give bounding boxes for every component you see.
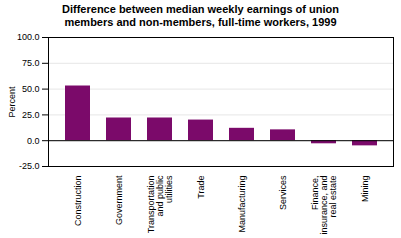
svg-text:25.0: 25.0 <box>22 110 40 120</box>
svg-text:Construction: Construction <box>73 176 83 227</box>
html-text:Difference between median week: Difference between median weekly earning… <box>62 3 339 28</box>
svg-text:Manufacturing: Manufacturing <box>237 176 247 233</box>
svg-text:100.0: 100.0 <box>17 32 40 42</box>
svg-text:50.0: 50.0 <box>22 84 40 94</box>
svg-text:Services: Services <box>278 175 288 210</box>
svg-text:Finance,insurance, andreal est: Finance,insurance, andreal estate <box>310 176 338 235</box>
svg-text:Government: Government <box>114 175 124 225</box>
svg-text:75.0: 75.0 <box>22 58 40 68</box>
svg-text:Percent: Percent <box>7 86 17 118</box>
svg-text:Mining: Mining <box>360 176 370 203</box>
svg-text:-25.0: -25.0 <box>19 161 40 171</box>
svg-text:0.0: 0.0 <box>27 136 40 146</box>
svg-text:Trade: Trade <box>196 176 206 199</box>
svg-text:Transportationand publicutilit: Transportationand publicutilities <box>146 175 174 233</box>
